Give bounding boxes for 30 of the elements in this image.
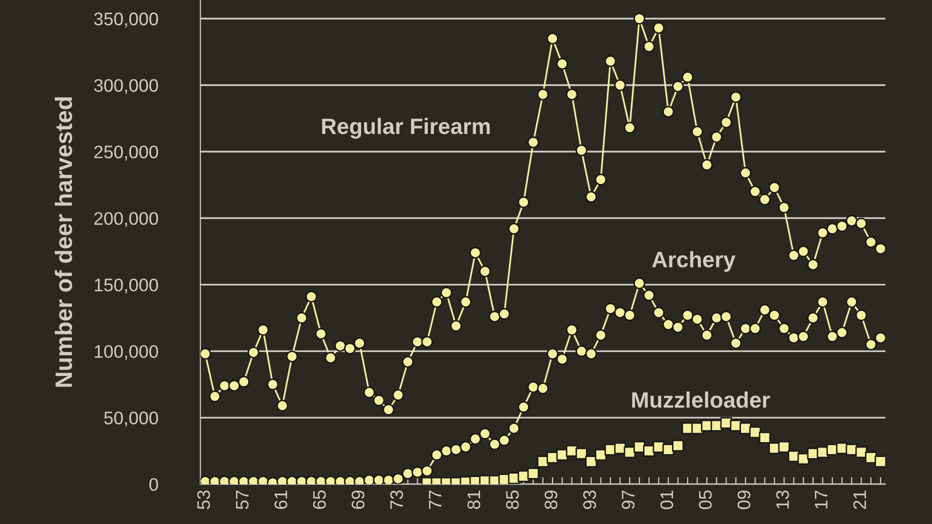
x-tick-label: 61 [274,490,288,509]
y-axis-title: Number of deer harvested [54,97,72,387]
x-tick-label: 97 [622,490,635,509]
x-tick-label: 65 [313,490,326,509]
y-tick-label: 150,000 [94,278,158,294]
x-tick-label: 69 [352,490,364,509]
x-tick-label: 89 [544,490,558,510]
x-tick-label: 81 [467,490,480,510]
x-tick-label: 53 [197,490,210,510]
x-tick-label: 13 [776,490,789,508]
y-tick-label: 200,000 [94,212,158,227]
y-tick-label: 300,000 [94,79,158,94]
x-tick-label: 73 [390,490,404,509]
x-tick-label: 09 [738,490,750,510]
y-tick-label: 100,000 [94,345,158,360]
x-tick-label: 57 [236,490,249,510]
y-tick-label: 250,000 [94,146,158,160]
x-tick-label: 05 [698,490,712,510]
x-tick-label: 21 [853,490,866,509]
x-tick-label: 17 [814,490,828,508]
series-label: Archery [652,251,736,272]
x-tick-label: 01 [660,490,674,510]
x-tick-label: 85 [506,490,519,510]
x-tick-label: 77 [429,490,442,509]
y-tick-label: 0 [149,478,158,491]
x-tick-label: 93 [583,490,596,509]
series-label: Regular Firearm [322,118,490,139]
series-label: Muzzleloader [632,392,770,408]
y-tick-label: 350,000 [94,12,158,28]
y-tick-label: 50,000 [104,412,158,427]
